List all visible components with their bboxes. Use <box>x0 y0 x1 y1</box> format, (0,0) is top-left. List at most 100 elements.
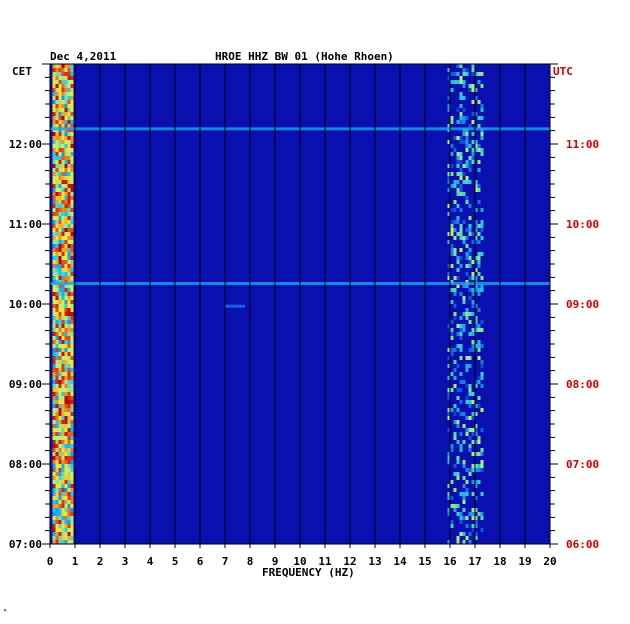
heat-cell <box>70 132 74 136</box>
heat-cell <box>67 448 71 452</box>
heat-cell <box>465 368 469 372</box>
heat-cell <box>61 120 65 124</box>
heat-cell <box>465 516 469 520</box>
heat-cell <box>58 148 62 152</box>
heat-cell <box>67 436 71 440</box>
heat-cell <box>70 204 74 208</box>
heat-cell <box>70 392 74 396</box>
heat-cell <box>55 200 59 204</box>
heat-cell <box>61 172 65 176</box>
heat-cell <box>58 520 62 524</box>
heat-cell <box>58 260 62 264</box>
heat-cell <box>64 284 68 288</box>
heat-cell <box>453 464 457 468</box>
heat-cell <box>55 80 59 84</box>
heat-cell <box>55 168 59 172</box>
heat-cell <box>462 96 466 100</box>
heat-cell <box>70 424 74 428</box>
heat-cell <box>462 516 466 520</box>
heat-cell <box>67 348 71 352</box>
heat-cell <box>52 488 56 492</box>
heat-cell <box>52 188 56 192</box>
heat-cell <box>55 304 59 308</box>
heat-cell <box>471 340 475 344</box>
heat-cell <box>456 276 460 280</box>
heat-cell <box>474 232 478 236</box>
heat-cell <box>67 496 71 500</box>
heat-cell <box>58 256 62 260</box>
heat-cell <box>58 236 62 240</box>
heat-cell <box>471 508 475 512</box>
heat-cell <box>447 376 451 380</box>
heat-cell <box>67 404 71 408</box>
heat-cell <box>52 512 56 516</box>
right-tick-label: 06:00 <box>566 538 599 551</box>
heat-cell <box>61 228 65 232</box>
heat-cell <box>70 440 74 444</box>
heat-cell <box>55 248 59 252</box>
heat-cell <box>480 408 484 412</box>
heat-cell <box>64 244 68 248</box>
heat-cell <box>450 496 454 500</box>
heat-cell <box>456 188 460 192</box>
heat-cell <box>474 72 478 76</box>
heat-cell <box>67 184 71 188</box>
heat-cell <box>58 276 62 280</box>
heat-cell <box>465 176 469 180</box>
heat-cell <box>450 288 454 292</box>
heat-cell <box>64 160 68 164</box>
heat-cell <box>67 264 71 268</box>
heat-cell <box>456 256 460 260</box>
heat-cell <box>52 472 56 476</box>
heat-cell <box>58 188 62 192</box>
heat-cell <box>64 400 68 404</box>
heat-cell <box>64 208 68 212</box>
heat-cell <box>55 68 59 72</box>
heat-cell <box>462 496 466 500</box>
heat-cell <box>61 208 65 212</box>
left-axis-label: CET <box>12 65 32 78</box>
heat-cell <box>58 372 62 376</box>
heat-cell <box>55 516 59 520</box>
heat-cell <box>55 500 59 504</box>
heat-cell <box>67 300 71 304</box>
heat-cell <box>64 300 68 304</box>
heat-cell <box>61 64 65 68</box>
heat-cell <box>61 168 65 172</box>
heat-cell <box>70 532 74 536</box>
heat-cell <box>70 492 74 496</box>
heat-cell <box>480 72 484 76</box>
heat-cell <box>456 284 460 288</box>
heat-cell <box>70 304 74 308</box>
heat-cell <box>61 432 65 436</box>
heat-cell <box>453 312 457 316</box>
heat-cell <box>447 324 451 328</box>
heat-cell <box>67 296 71 300</box>
heat-cell <box>70 212 74 216</box>
heat-cell <box>61 132 65 136</box>
heat-cell <box>55 244 59 248</box>
heat-cell <box>61 400 65 404</box>
heat-cell <box>55 284 59 288</box>
heat-cell <box>459 64 463 68</box>
heat-cell <box>61 424 65 428</box>
heat-cell <box>474 184 478 188</box>
heat-cell <box>67 424 71 428</box>
heat-cell <box>61 100 65 104</box>
heat-cell <box>67 224 71 228</box>
heat-cell <box>480 288 484 292</box>
heat-cell <box>64 408 68 412</box>
heat-cell <box>70 156 74 160</box>
heat-cell <box>471 344 475 348</box>
heat-cell <box>462 324 466 328</box>
x-tick-label: 16 <box>443 555 457 568</box>
heat-cell <box>64 108 68 112</box>
heat-cell <box>61 156 65 160</box>
heat-cell <box>67 88 71 92</box>
heat-cell <box>459 316 463 320</box>
heat-cell <box>61 396 65 400</box>
heat-cell <box>58 424 62 428</box>
heat-cell <box>55 372 59 376</box>
heat-cell <box>453 404 457 408</box>
